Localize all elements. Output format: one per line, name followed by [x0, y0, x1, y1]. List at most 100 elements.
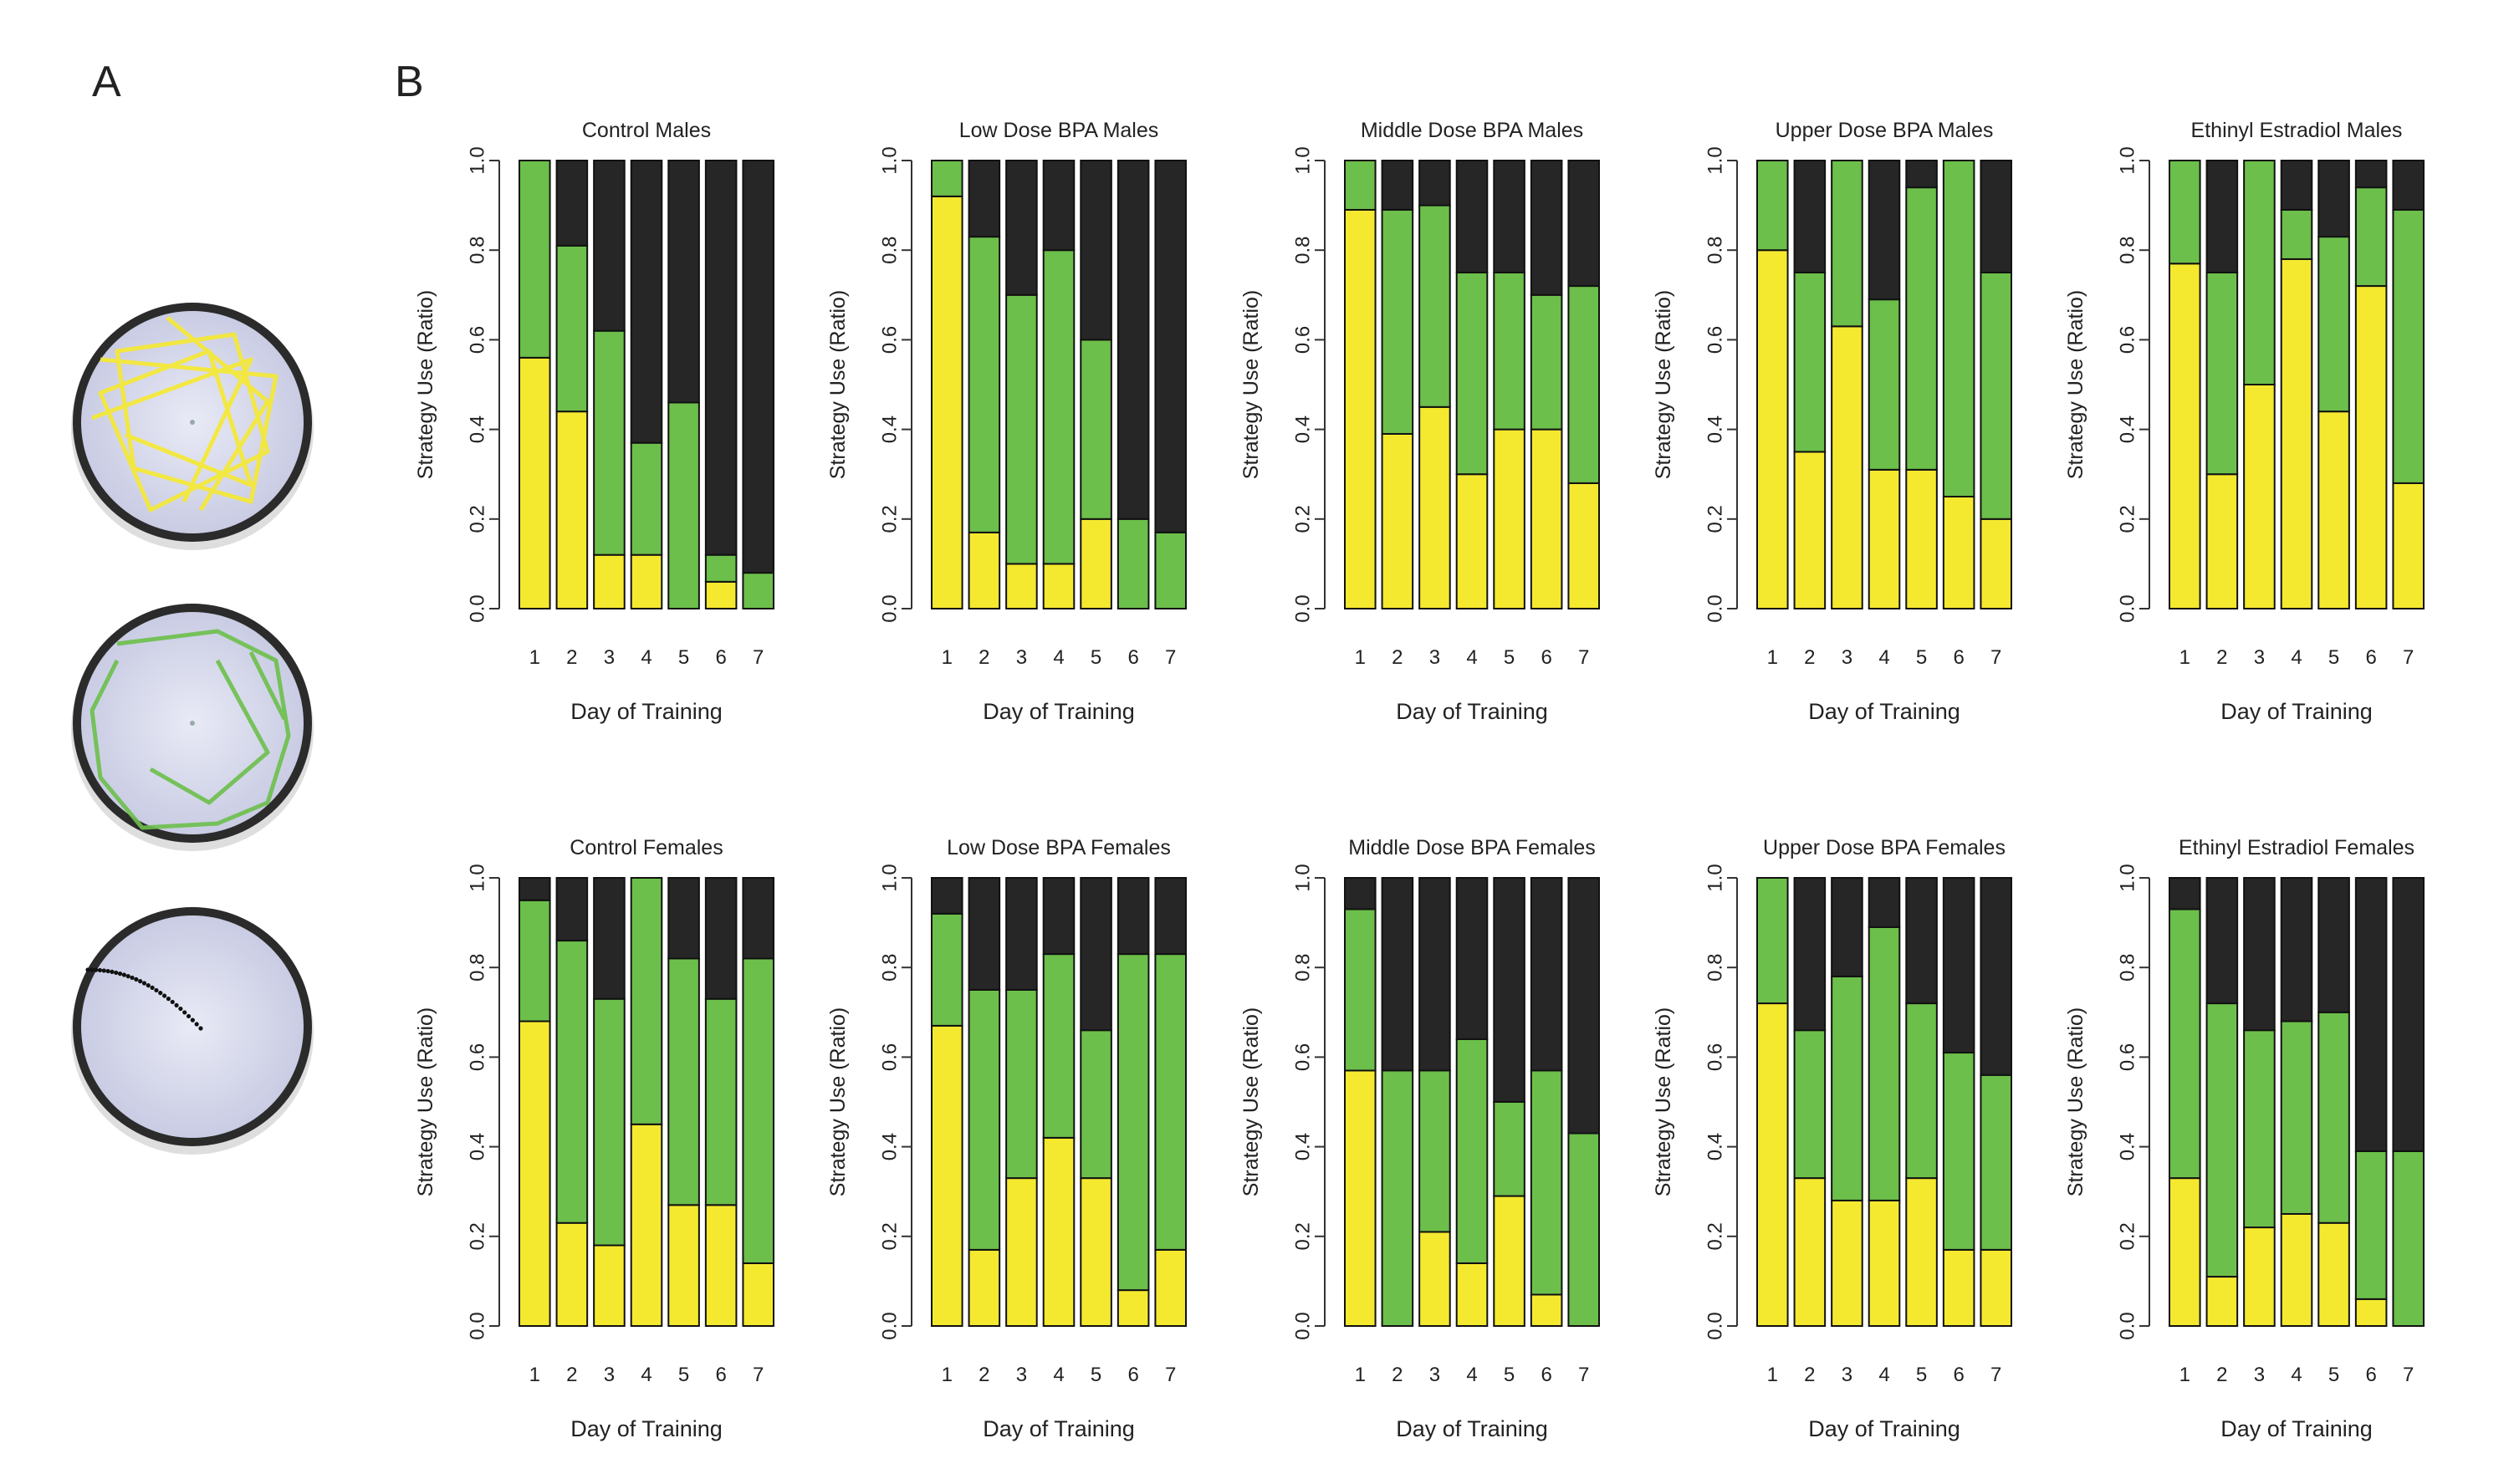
bar-segment-systematic [519, 899, 551, 1022]
y-tick-label: 0.4 [1292, 416, 1315, 443]
bar-segment-systematic [667, 401, 700, 609]
x-tick-label: 5 [2328, 646, 2339, 669]
chart-5: Ethinyl Estradiol Males 1 2 3 4 5 6 7 0.0 0.2 0.4 0… [2064, 119, 2425, 724]
chart-7: Low Dose BPA Females 1 2 3 4 5 6 7 0.0 0.2 0.4 0.6 0… [826, 836, 1188, 1441]
y-tick-label: 0.8 [879, 954, 902, 982]
bar-segment-systematic [1905, 186, 1938, 471]
bar-day-2 [1793, 160, 1827, 610]
y-tick-label: 1.0 [1292, 864, 1315, 891]
bar-day-5 [1080, 877, 1112, 1327]
bar-segment-spatial [630, 1123, 663, 1328]
bar-segment-spatial [1905, 1177, 1938, 1327]
arena-pool [81, 915, 304, 1138]
bar-segment-spatial [667, 1204, 700, 1328]
x-tick-label: 6 [1953, 1364, 1964, 1386]
path-dot [101, 968, 106, 973]
chart-1: Control Males 1 2 3 4 5 6 7 0.0 0.2 0.4 0.6 0.8 1.0 St… [414, 119, 775, 724]
bar-segment-random [630, 160, 663, 444]
bar-day-5 [1493, 877, 1525, 1328]
x-tick-label: 7 [1578, 646, 1589, 669]
y-tick-label: 0.8 [467, 954, 489, 982]
bar-day-5 [2317, 160, 2350, 609]
bar-segment-systematic [1793, 1029, 1827, 1180]
x-tick-label: 7 [1990, 646, 2001, 669]
x-tick-label: 2 [1804, 1364, 1815, 1386]
bar-segment-systematic [968, 236, 1001, 533]
y-tick-label: 1.0 [879, 864, 902, 891]
bar-segment-systematic [1942, 1052, 1975, 1251]
x-tick-label: 1 [2179, 646, 2190, 669]
bar-segment-systematic [1381, 1069, 1414, 1327]
y-tick-label: 0.6 [1292, 1043, 1315, 1071]
bar-day-6 [704, 877, 738, 1328]
bar-segment-spatial [593, 553, 626, 609]
bar-segment-systematic [1455, 272, 1489, 476]
y-tick-label: 0.8 [1292, 954, 1315, 982]
x-tick-label: 4 [1878, 646, 1889, 669]
x-tick-label: 1 [1355, 646, 1366, 669]
bar-segment-systematic [2205, 1002, 2239, 1278]
bar-segment-systematic [555, 940, 589, 1224]
bar-segment-random [1455, 877, 1489, 1040]
chart-title: Low Dose BPA Males [959, 119, 1159, 142]
x-tick-label: 2 [979, 1364, 989, 1386]
bar-segment-spatial [2243, 1226, 2276, 1327]
bar-day-1 [519, 877, 551, 1328]
bar-segment-random [1418, 877, 1451, 1072]
path-dot [150, 985, 155, 991]
x-tick-label: 1 [529, 1364, 540, 1386]
bar-segment-systematic [1567, 285, 1601, 484]
bar-segment-random [2205, 160, 2239, 273]
bar-segment-systematic [1080, 1029, 1112, 1180]
bar-segment-systematic [519, 160, 551, 359]
x-tick-label: 1 [942, 1364, 953, 1386]
x-tick-label: 2 [1392, 646, 1403, 669]
bar-segment-spatial [1868, 1199, 1901, 1328]
x-tick-label: 6 [2365, 1364, 2376, 1386]
arena-spatial [71, 303, 314, 550]
x-tick-label: 7 [2403, 1364, 2414, 1386]
bar-day-1 [1756, 160, 1789, 609]
bar-segment-random [1905, 160, 1938, 189]
x-tick-label: 2 [1392, 1364, 1403, 1386]
bar-segment-spatial [1493, 1195, 1525, 1328]
bar-segment-spatial [1942, 1248, 1975, 1328]
bar-segment-random [555, 160, 589, 247]
bar-segment-random [2280, 877, 2313, 1022]
x-tick-label: 4 [1053, 1364, 1064, 1386]
arena-random [71, 907, 314, 1155]
bar-segment-systematic [1530, 293, 1563, 431]
bar-day-6 [1117, 160, 1150, 609]
bar-segment-systematic [2354, 1150, 2388, 1300]
bar-segment-spatial [1455, 473, 1489, 610]
bar-day-7 [1567, 160, 1601, 609]
y-tick-label: 0.0 [1292, 594, 1315, 622]
x-tick-label: 1 [1767, 646, 1778, 669]
bar-segment-systematic [1418, 1069, 1451, 1233]
bar-day-3 [593, 877, 626, 1328]
y-tick-label: 0.8 [1292, 237, 1315, 264]
x-tick-label: 4 [2291, 646, 2302, 669]
path-dot [97, 967, 103, 973]
bar-segment-systematic [1154, 953, 1188, 1251]
bar-day-6 [1530, 877, 1563, 1327]
path-dot [125, 974, 130, 979]
bar-segment-systematic [1756, 877, 1789, 1005]
bar-segment-random [2392, 877, 2425, 1152]
bar-segment-systematic [1344, 908, 1377, 1072]
bar-segment-systematic [1980, 272, 2012, 520]
bar-segment-systematic [742, 957, 775, 1264]
y-tick-label: 0.0 [879, 1312, 902, 1339]
path-dot [146, 983, 151, 988]
bar-segment-random [1005, 877, 1038, 991]
x-tick-label: 6 [1953, 646, 1964, 669]
path-dot [162, 993, 167, 998]
bar-segment-spatial [1080, 1177, 1112, 1327]
x-tick-label: 3 [1016, 646, 1027, 669]
bar-segment-random [667, 877, 700, 960]
x-axis-label: Day of Training [570, 1416, 723, 1441]
x-tick-label: 3 [1016, 1364, 1027, 1386]
y-tick-label: 0.6 [879, 1043, 902, 1071]
x-tick-label: 5 [1916, 646, 1927, 669]
x-tick-label: 5 [1091, 646, 1101, 669]
